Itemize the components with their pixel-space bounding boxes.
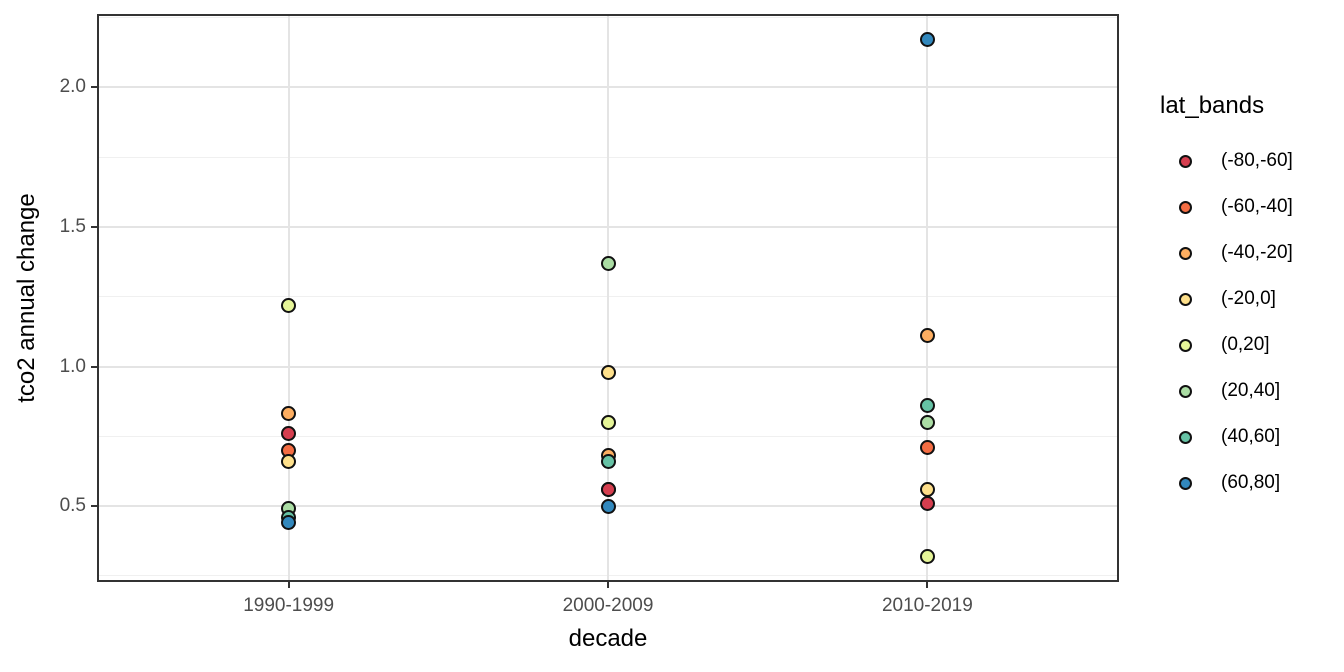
legend-key-dot [1179,384,1192,398]
data-point [919,398,935,414]
y-tick-mark [91,365,97,368]
y-tick-mark [91,505,97,508]
data-point [919,439,935,455]
legend-item: (-60,-40] [1160,184,1293,230]
legend-item: (60,80] [1160,460,1293,506]
data-point [600,481,616,497]
legend-item: (40,60] [1160,414,1293,460]
legend-key-dot [1179,476,1192,490]
data-point [919,481,935,497]
y-tick-mark [91,225,97,228]
y-tick-label: 1.5 [59,215,86,237]
data-point [281,297,297,313]
legend-key-dot [1179,200,1192,214]
y-tick-label: 0.5 [59,495,86,517]
data-point [919,328,935,344]
legend-key-dot [1179,292,1192,306]
legend-key-dot [1179,338,1192,352]
legend-item-label: (-40,-20] [1221,242,1293,263]
legend-item: (20,40] [1160,368,1293,414]
x-tick-mark [607,582,609,588]
legend-item-label: (40,60] [1221,426,1281,447]
gridline-major-vertical [926,14,929,582]
x-tick-label: 2010-2019 [881,595,973,616]
x-axis-title: decade [568,625,648,652]
legend-item: (-20,0] [1160,276,1293,322]
data-point [600,255,616,271]
y-tick-label: 2.0 [59,76,86,98]
y-tick-mark [91,86,97,89]
data-point [919,414,935,430]
legend-item-label: (-60,-40] [1221,196,1293,217]
legend-item-label: (-80,-60] [1221,150,1293,171]
data-point [600,498,616,514]
legend-key-dot [1179,154,1192,168]
y-tick-label: 1.0 [59,355,86,377]
legend-item: (0,20] [1160,322,1293,368]
legend-key-dot [1179,246,1192,260]
legend-item-label: (-20,0] [1221,288,1276,309]
legend-item-label: (0,20] [1221,334,1270,355]
legend-item: (-80,-60] [1160,138,1293,184]
x-tick-label: 2000-2009 [562,595,654,616]
x-tick-mark [287,582,290,588]
legend-title: lat_bands [1160,92,1265,119]
x-tick-mark [926,582,929,588]
data-point [919,548,935,564]
data-point [281,515,297,531]
legend-items: (-80,-60] (-60,-40] (-40,-20] (-20,0] (0,20]… [1160,138,1293,506]
data-point [600,364,616,380]
data-point [919,495,935,511]
data-point [281,453,297,469]
x-tick-label: 1990-1999 [243,595,335,616]
data-point [281,406,297,422]
legend-item-label: (60,80] [1221,472,1281,493]
legend-item-label: (20,40] [1221,380,1281,401]
legend-key-dot [1179,430,1192,444]
legend: lat_bands (-80,-60] (-60,-40] (-40,-20] (-2… [1160,92,1293,506]
data-point [600,453,616,469]
data-point [919,32,935,48]
legend-item: (-40,-20] [1160,230,1293,276]
data-point [281,426,297,441]
data-point [600,414,616,430]
gridline-major-vertical [607,14,609,582]
plot-panel [97,14,1119,582]
